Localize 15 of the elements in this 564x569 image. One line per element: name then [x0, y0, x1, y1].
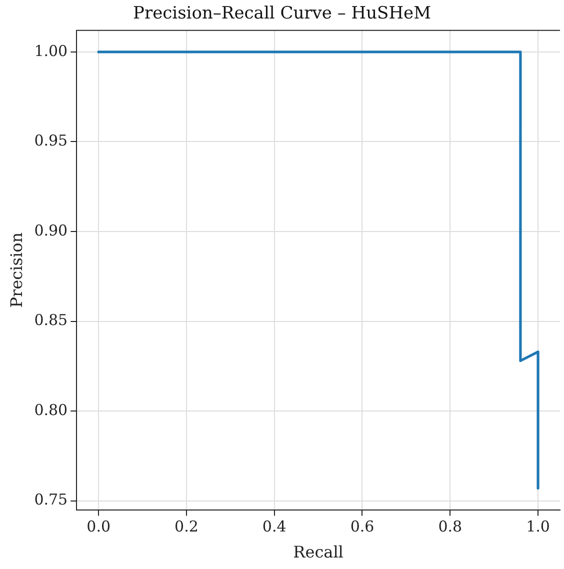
x-axis-title: Recall: [293, 542, 344, 562]
y-axis-title: Precision: [6, 232, 26, 308]
y-tick-label: 0.85: [34, 311, 68, 330]
x-tick-label: 0.2: [174, 518, 198, 536]
y-tick-label: 0.80: [34, 400, 68, 419]
x-tick-label: 0.4: [262, 518, 286, 536]
x-tick-label: 0.8: [438, 518, 462, 536]
y-tick-label: 0.90: [34, 221, 68, 240]
x-tick-label: 1.0: [526, 518, 550, 536]
y-tick-label: 0.95: [34, 132, 68, 150]
chart-title: Precision–Recall Curve – HuSHeM: [133, 4, 431, 24]
y-tick-label: 1.00: [34, 42, 68, 60]
y-tick-label: 0.75: [34, 490, 68, 509]
x-tick-label: 0.6: [350, 518, 374, 536]
x-tick-label: 0.0: [86, 518, 110, 536]
